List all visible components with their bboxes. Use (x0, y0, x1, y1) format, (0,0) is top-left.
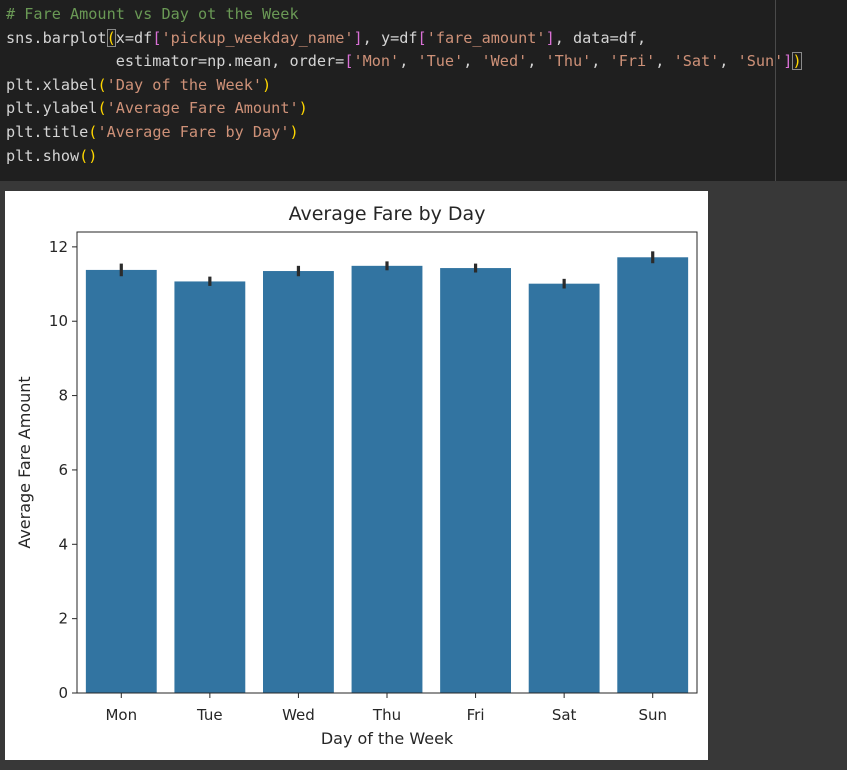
bar (174, 281, 246, 693)
code-bracket: ) (262, 75, 272, 94)
plot-frame (76, 231, 698, 694)
code-bracket: ] (353, 28, 363, 47)
code-token: , (463, 52, 482, 71)
code-token: x=df (115, 28, 153, 47)
code-line: sns.barplot(x=df['pickup_weekday_name'],… (6, 27, 802, 51)
y-tick-label: 0 (58, 684, 68, 702)
code-token: , data=df, (554, 28, 647, 47)
code-string: 'Sun' (737, 52, 784, 71)
code-bracket: [ (152, 28, 162, 47)
chart-figure: Average Fare by Day Mon Tue Wed Thu Fri Sat Su… (5, 191, 708, 760)
code-string: 'Mon' (353, 52, 400, 71)
code-string: 'Average Fare Amount' (106, 99, 299, 118)
editor-ruler (775, 0, 776, 181)
x-tick-label: Sun (638, 706, 667, 724)
chart-title: Average Fare by Day (289, 203, 486, 225)
y-tick-label: 12 (49, 238, 68, 256)
code-bracket: ) (289, 122, 299, 141)
y-axis-label: Average Fare Amount (15, 376, 34, 548)
y-tick-label: 4 (58, 535, 68, 553)
x-axis-label: Day of the Week (321, 729, 454, 748)
code-token: plt.show (6, 146, 80, 165)
code-bracket: ( (106, 28, 116, 47)
code-string: 'Average Fare by Day' (97, 122, 290, 141)
code-token: estimator=np.mean, order= (6, 52, 345, 71)
plot-area: Mon Tue Wed Thu Fri Sat Sun 0 2 4 6 8 10 12 (49, 231, 698, 724)
code-token: , (655, 52, 674, 71)
code-bracket: [ (417, 28, 427, 47)
code-token: plt.xlabel (6, 75, 98, 94)
code-token: , y=df (362, 28, 418, 47)
x-tick-label: Thu (372, 706, 401, 724)
code-token: plt.ylabel (6, 99, 98, 118)
code-string: 'Wed' (481, 52, 528, 71)
code-line: plt.ylabel('Average Fare Amount') (6, 97, 802, 121)
code-bracket: ) (792, 52, 802, 71)
code-bracket: ( (97, 99, 107, 118)
code-bracket: () (79, 146, 98, 165)
code-cell[interactable]: # Fare Amount vs Day ot the Week sns.barp… (0, 0, 847, 181)
x-tick-label: Wed (282, 706, 315, 724)
bar (351, 265, 423, 693)
code-token: plt.title (6, 122, 89, 141)
code-token: sns.barplot (6, 28, 107, 47)
x-tick-label: Fri (467, 706, 485, 724)
code-string: 'Day of the Week' (106, 75, 263, 94)
code-line: plt.title('Average Fare by Day') (6, 121, 802, 145)
x-tick-label: Mon (105, 706, 137, 724)
code-bracket: ] (783, 52, 793, 71)
x-tick-label: Sat (552, 706, 577, 724)
bar (85, 269, 157, 693)
code-line: # Fare Amount vs Day ot the Week (6, 3, 802, 27)
code-bracket: [ (344, 52, 354, 71)
y-tick-label: 10 (49, 312, 68, 330)
code-bracket: ] (545, 28, 555, 47)
code-string: 'Tue' (417, 52, 464, 71)
code-line: plt.show() (6, 145, 802, 169)
y-tick-label: 2 (58, 610, 68, 628)
bar (528, 283, 600, 693)
bar (440, 268, 511, 693)
bar (617, 257, 689, 693)
cell-output: Average Fare by Day Mon Tue Wed Thu Fri Sat Su… (0, 181, 847, 770)
code-line: estimator=np.mean, order=['Mon', 'Tue', … (6, 50, 802, 74)
code-string: 'pickup_weekday_name' (161, 28, 354, 47)
y-tick-label: 6 (58, 461, 68, 479)
code-bracket: ) (298, 99, 308, 118)
code-token: , (527, 52, 546, 71)
bar-chart: Average Fare by Day Mon Tue Wed Thu Fri Sat Su… (15, 203, 698, 748)
code-string: 'Thu' (545, 52, 592, 71)
code-string: 'fare_amount' (426, 28, 546, 47)
bar (263, 271, 334, 693)
code-token: , (399, 52, 418, 71)
code-string: 'Sat' (673, 52, 720, 71)
code-string: 'Fri' (609, 52, 656, 71)
code-bracket: ( (97, 75, 107, 94)
code-line: plt.xlabel('Day of the Week') (6, 74, 802, 98)
x-tick-label: Tue (196, 706, 223, 724)
code-token: , (719, 52, 738, 71)
code-comment: # Fare Amount vs Day ot the Week (6, 5, 299, 23)
code-token: , (591, 52, 610, 71)
code-editor[interactable]: # Fare Amount vs Day ot the Week sns.barp… (6, 3, 802, 168)
code-bracket: ( (88, 122, 98, 141)
y-tick-label: 8 (58, 387, 68, 405)
